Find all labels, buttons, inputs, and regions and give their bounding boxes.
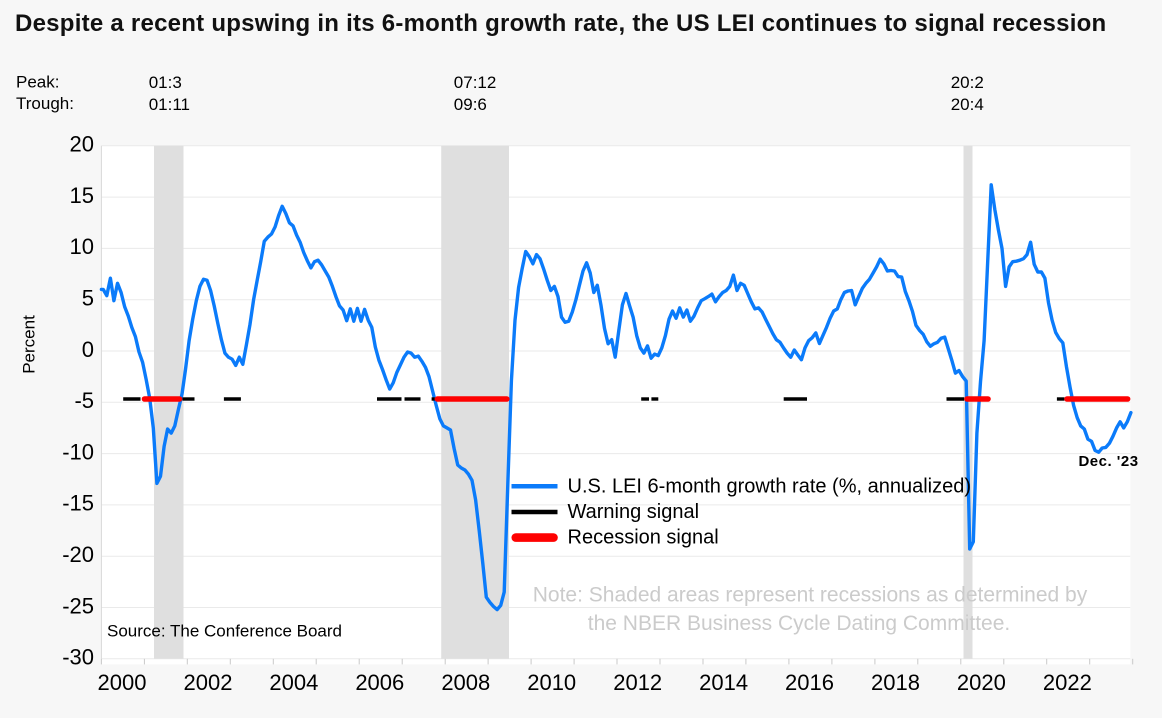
svg-text:2002: 2002 (184, 670, 233, 695)
svg-text:-30: -30 (62, 645, 94, 670)
svg-text:Dec. '23: Dec. '23 (1078, 453, 1138, 470)
svg-text:07:12: 07:12 (454, 73, 497, 92)
svg-text:2004: 2004 (269, 670, 318, 695)
svg-text:10: 10 (70, 234, 94, 259)
svg-text:Source: The Conference Board: Source: The Conference Board (107, 622, 342, 641)
svg-text:01:3: 01:3 (149, 73, 182, 92)
svg-text:20: 20 (70, 132, 94, 157)
svg-text:the NBER Business Cycle Dating: the NBER Business Cycle Dating Committee… (588, 612, 1011, 635)
svg-text:Percent: Percent (20, 315, 39, 374)
svg-text:2012: 2012 (613, 670, 662, 695)
svg-text:5: 5 (82, 286, 94, 311)
svg-text:0: 0 (82, 337, 94, 362)
svg-text:2018: 2018 (871, 670, 920, 695)
svg-text:-15: -15 (62, 491, 94, 516)
svg-text:2006: 2006 (355, 670, 404, 695)
svg-text:Trough:: Trough: (16, 94, 74, 113)
svg-text:2016: 2016 (785, 670, 834, 695)
svg-text:2014: 2014 (699, 670, 748, 695)
svg-text:Peak:: Peak: (16, 73, 59, 92)
svg-text:-25: -25 (62, 593, 94, 618)
svg-text:20:2: 20:2 (951, 73, 984, 92)
svg-text:-5: -5 (74, 388, 94, 413)
svg-text:2022: 2022 (1043, 670, 1092, 695)
svg-text:-20: -20 (62, 542, 94, 567)
svg-text:2020: 2020 (957, 670, 1006, 695)
svg-text:U.S. LEI 6-month growth rate (: U.S. LEI 6-month growth rate (%, annuali… (568, 475, 972, 497)
svg-text:09:6: 09:6 (454, 95, 487, 114)
svg-text:15: 15 (70, 183, 94, 208)
svg-text:-10: -10 (62, 439, 94, 464)
svg-text:Note: Shaded areas represent r: Note: Shaded areas represent recessions … (533, 584, 1088, 607)
svg-text:2000: 2000 (98, 670, 147, 695)
svg-text:01:11: 01:11 (149, 95, 190, 114)
svg-text:Recession signal: Recession signal (568, 527, 719, 549)
svg-text:Warning signal: Warning signal (568, 501, 700, 523)
svg-text:Despite a recent upswing in it: Despite a recent upswing in its 6-month … (15, 10, 1106, 37)
svg-text:20:4: 20:4 (951, 95, 984, 114)
svg-text:2008: 2008 (441, 670, 490, 695)
svg-text:2010: 2010 (527, 670, 576, 695)
